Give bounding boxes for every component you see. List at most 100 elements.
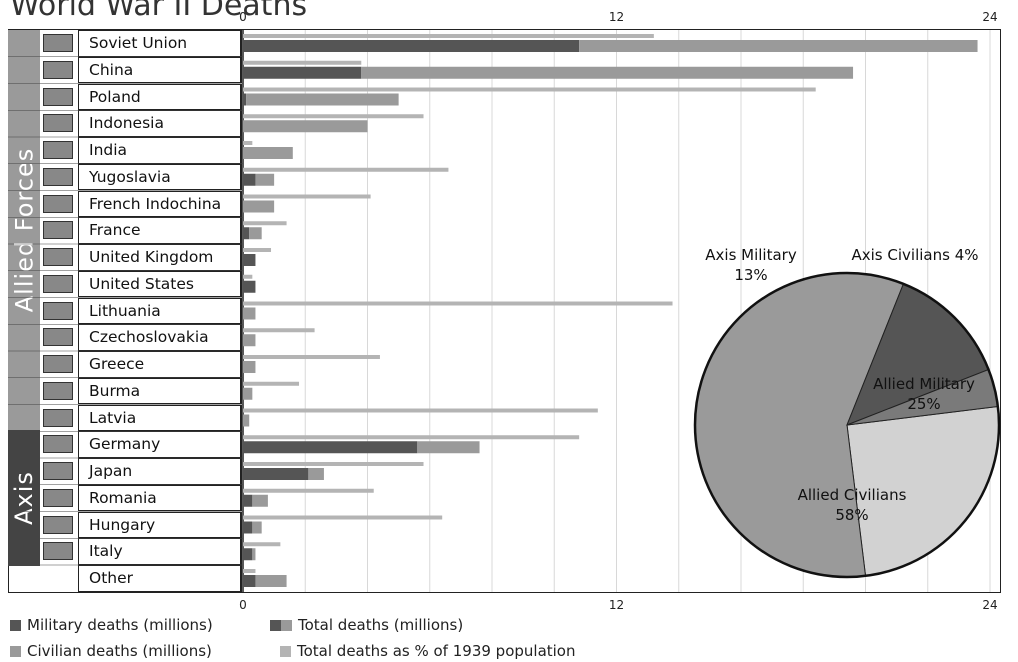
bar-civilian-deaths [361,66,854,79]
flag-yugoslavia [43,167,73,186]
flag-united-kingdom [43,248,73,266]
bar-military-deaths [243,40,580,52]
bar-civilian-deaths [243,334,256,347]
x-tick-bottom-0: 0 [239,598,247,612]
x-tick-top-12: 12 [608,10,625,24]
legend-label-civilian: Civilian deaths (millions) [27,642,212,660]
legend-item-total: Total deaths (millions) [270,616,463,634]
flag-united-states [43,274,73,293]
x-tick-bottom-24: 24 [982,598,998,612]
bar-percent-population [243,328,315,333]
legend-swatch-total-light [281,619,292,631]
bar-military-deaths [243,280,256,293]
bar-military-deaths [243,521,253,534]
bar-military-deaths [243,548,253,561]
country-label-greece: Greece [78,351,242,378]
legend-label-total: Total deaths (millions) [298,616,464,634]
x-tick-bottom-12: 12 [608,598,625,612]
bar-military-deaths [243,575,256,587]
flag-italy [43,542,73,561]
flag-germany [43,435,73,454]
bar-civilian-deaths [243,414,250,427]
country-label-united-kingdom: United Kingdom [78,244,242,271]
country-label-soviet-union: Soviet Union [78,30,242,57]
bar-civilian-deaths [255,173,275,186]
bar-civilian-deaths [308,468,324,480]
bar-civilian-deaths [243,387,253,400]
bar-civilian-deaths [243,307,256,320]
country-label-romania: Romania [78,484,242,512]
group-band-allied: Allied Forces [8,30,40,430]
bar-percent-population [243,60,362,65]
country-label-burma: Burma [78,377,242,405]
legend-swatch-percent [280,645,291,657]
pie-outline [693,271,1001,579]
x-tick-top-0: 0 [239,10,247,24]
bar-military-deaths [243,66,362,79]
flag-czechoslovakia [43,328,73,347]
flag-indonesia [43,114,73,133]
country-label-united-states: United States [78,270,242,298]
bar-percent-population [243,87,816,92]
legend: Military deaths (millions) Total deaths … [10,616,1010,662]
flag-other [43,569,73,587]
pie-label-axis-military-pct: 13% [734,266,767,284]
bar-military-deaths [243,93,247,106]
bar-civilian-deaths [252,494,268,507]
country-label-indonesia: Indonesia [78,110,242,137]
group-band-axis: Axis [8,430,40,566]
country-label-czechoslovakia: Czechoslovakia [78,324,242,351]
bar-percent-population [243,381,300,386]
bar-civilian-deaths [243,147,293,159]
flag-lithuania [43,301,73,320]
bar-percent-population [243,221,287,226]
bar-percent-population [243,569,256,573]
bar-percent-population [243,114,424,119]
pie-label-axis-civilians-4: Axis Civilians 4% [852,246,979,264]
flag-china [43,60,73,79]
bar-percent-population [243,301,673,306]
bar-percent-population [243,515,443,520]
legend-swatch-military [10,619,21,631]
country-label-other: Other [78,565,242,592]
x-tick-top-24: 24 [982,10,998,24]
flag-greece [43,355,73,373]
bar-civilian-deaths [243,200,275,213]
legend-label-military: Military deaths (millions) [27,616,213,634]
pie-label-allied-military: Allied Military [873,375,975,393]
country-label-china: China [78,56,242,84]
pie-label-axis-military: Axis Military [705,246,797,264]
bar-percent-population [243,34,654,38]
chart-title: World War II Deaths [10,0,308,23]
country-label-hungary: Hungary [78,511,242,539]
country-label-italy: Italy [78,538,242,565]
legend-swatch-total-dark [270,619,281,631]
bar-percent-population [243,355,380,359]
legend-label-percent: Total deaths as % of 1939 population [297,642,576,660]
pie-label-allied-civilians-pct: 58% [835,506,868,524]
bar-percent-population [243,248,272,252]
country-label-latvia: Latvia [78,404,242,432]
country-label-japan: Japan [78,458,242,485]
bar-military-deaths [243,227,250,240]
legend-item-military: Military deaths (millions) [10,616,213,634]
bar-civilian-deaths [252,548,256,561]
bar-civilian-deaths [417,441,480,454]
country-label-french-indochina: French Indochina [78,190,242,218]
flag-burma [43,381,73,400]
country-label-poland: Poland [78,83,242,111]
bar-percent-population [243,435,580,440]
country-label-yugoslavia: Yugoslavia [78,163,242,191]
flag-france [43,221,73,240]
flag-hungary [43,515,73,534]
flag-india [43,141,73,159]
bar-percent-population [243,408,598,413]
bar-military-deaths [243,173,256,186]
flag-poland [43,87,73,106]
bar-percent-population [243,488,374,493]
bar-civilian-deaths [252,521,262,534]
bar-percent-population [243,194,371,199]
legend-swatch-civilian [10,645,21,657]
legend-item-percent: Total deaths as % of 1939 population [280,642,576,660]
